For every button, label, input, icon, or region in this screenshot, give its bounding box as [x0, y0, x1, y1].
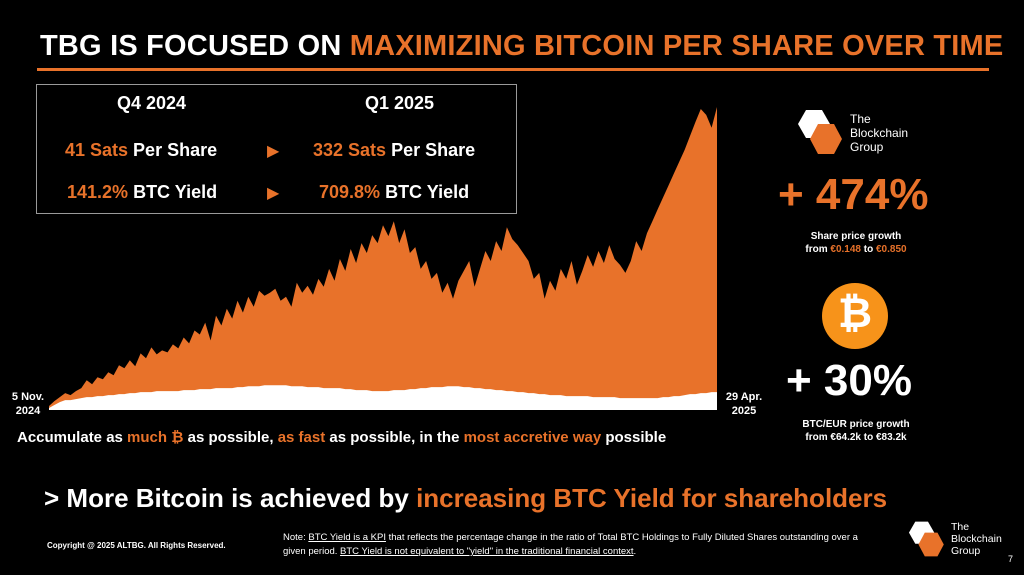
- kpi-comparison-box: Q4 2024 Q1 2025 41 Sats Per Share ▶ 332 …: [36, 84, 517, 214]
- share-price-growth-value: + 474%: [778, 170, 929, 219]
- bitcoin-coin-icon: ₿: [822, 283, 888, 349]
- kpi-yield-q1: 709.8% BTC Yield: [319, 182, 470, 202]
- accumulation-tagline: Accumulate as much ₿ as possible, as fas…: [17, 429, 667, 446]
- btc-yield-note: Note: BTC Yield is a KPI that reflects t…: [283, 532, 858, 557]
- area-series-sats-per-share: [49, 107, 717, 410]
- arrow-right-icon: ▶: [267, 185, 280, 202]
- btc-yield-headline: > More Bitcoin is achieved by increasing…: [44, 483, 888, 513]
- page-title: TBG IS FOCUSED ON MAXIMIZING BITCOIN PER…: [40, 30, 1003, 63]
- logo-text: The Blockchain Group: [850, 112, 909, 154]
- blockchain-group-logo: The Blockchain Group: [792, 108, 932, 158]
- sats-per-share-area-chart: [49, 107, 717, 410]
- kpi-col1-header: Q4 2024: [117, 93, 187, 113]
- btc-price-growth-value: + 30%: [786, 356, 912, 405]
- title-highlight: MAXIMIZING BITCOIN PER SHARE OVER TIME: [349, 30, 1004, 62]
- footer-logo-text: The Blockchain Group: [951, 521, 1002, 557]
- page-number: 7: [1008, 554, 1014, 564]
- arrow-right-icon: ▶: [267, 143, 280, 160]
- btc-price-growth-caption: BTC/EUR price growth from €64.2k to €83.…: [802, 419, 910, 443]
- kpi-yield-q4: 141.2% BTC Yield: [67, 182, 218, 202]
- share-price-growth-caption: Share price growth from €0.148 to €0.850: [805, 231, 907, 255]
- hexagon-logo-icon: [798, 110, 842, 154]
- title-prefix: TBG IS FOCUSED ON: [40, 30, 350, 62]
- x-axis-start-label: 5 Nov. 2024: [11, 391, 45, 417]
- copyright-text: Copyright @ 2025 ALTBG. All Rights Reser…: [47, 541, 226, 550]
- x-axis-end-label: 29 Apr. 2025: [725, 391, 763, 417]
- footer-blockchain-group-logo: The Blockchain Group: [903, 520, 1013, 560]
- area-series-share-price: [49, 385, 717, 410]
- title-divider: [37, 68, 989, 71]
- kpi-col2-header: Q1 2025: [365, 93, 435, 113]
- kpi-sats-q4: 41 Sats Per Share: [65, 140, 218, 160]
- hexagon-logo-icon: [908, 521, 944, 557]
- kpi-sats-q1: 332 Sats Per Share: [313, 140, 476, 160]
